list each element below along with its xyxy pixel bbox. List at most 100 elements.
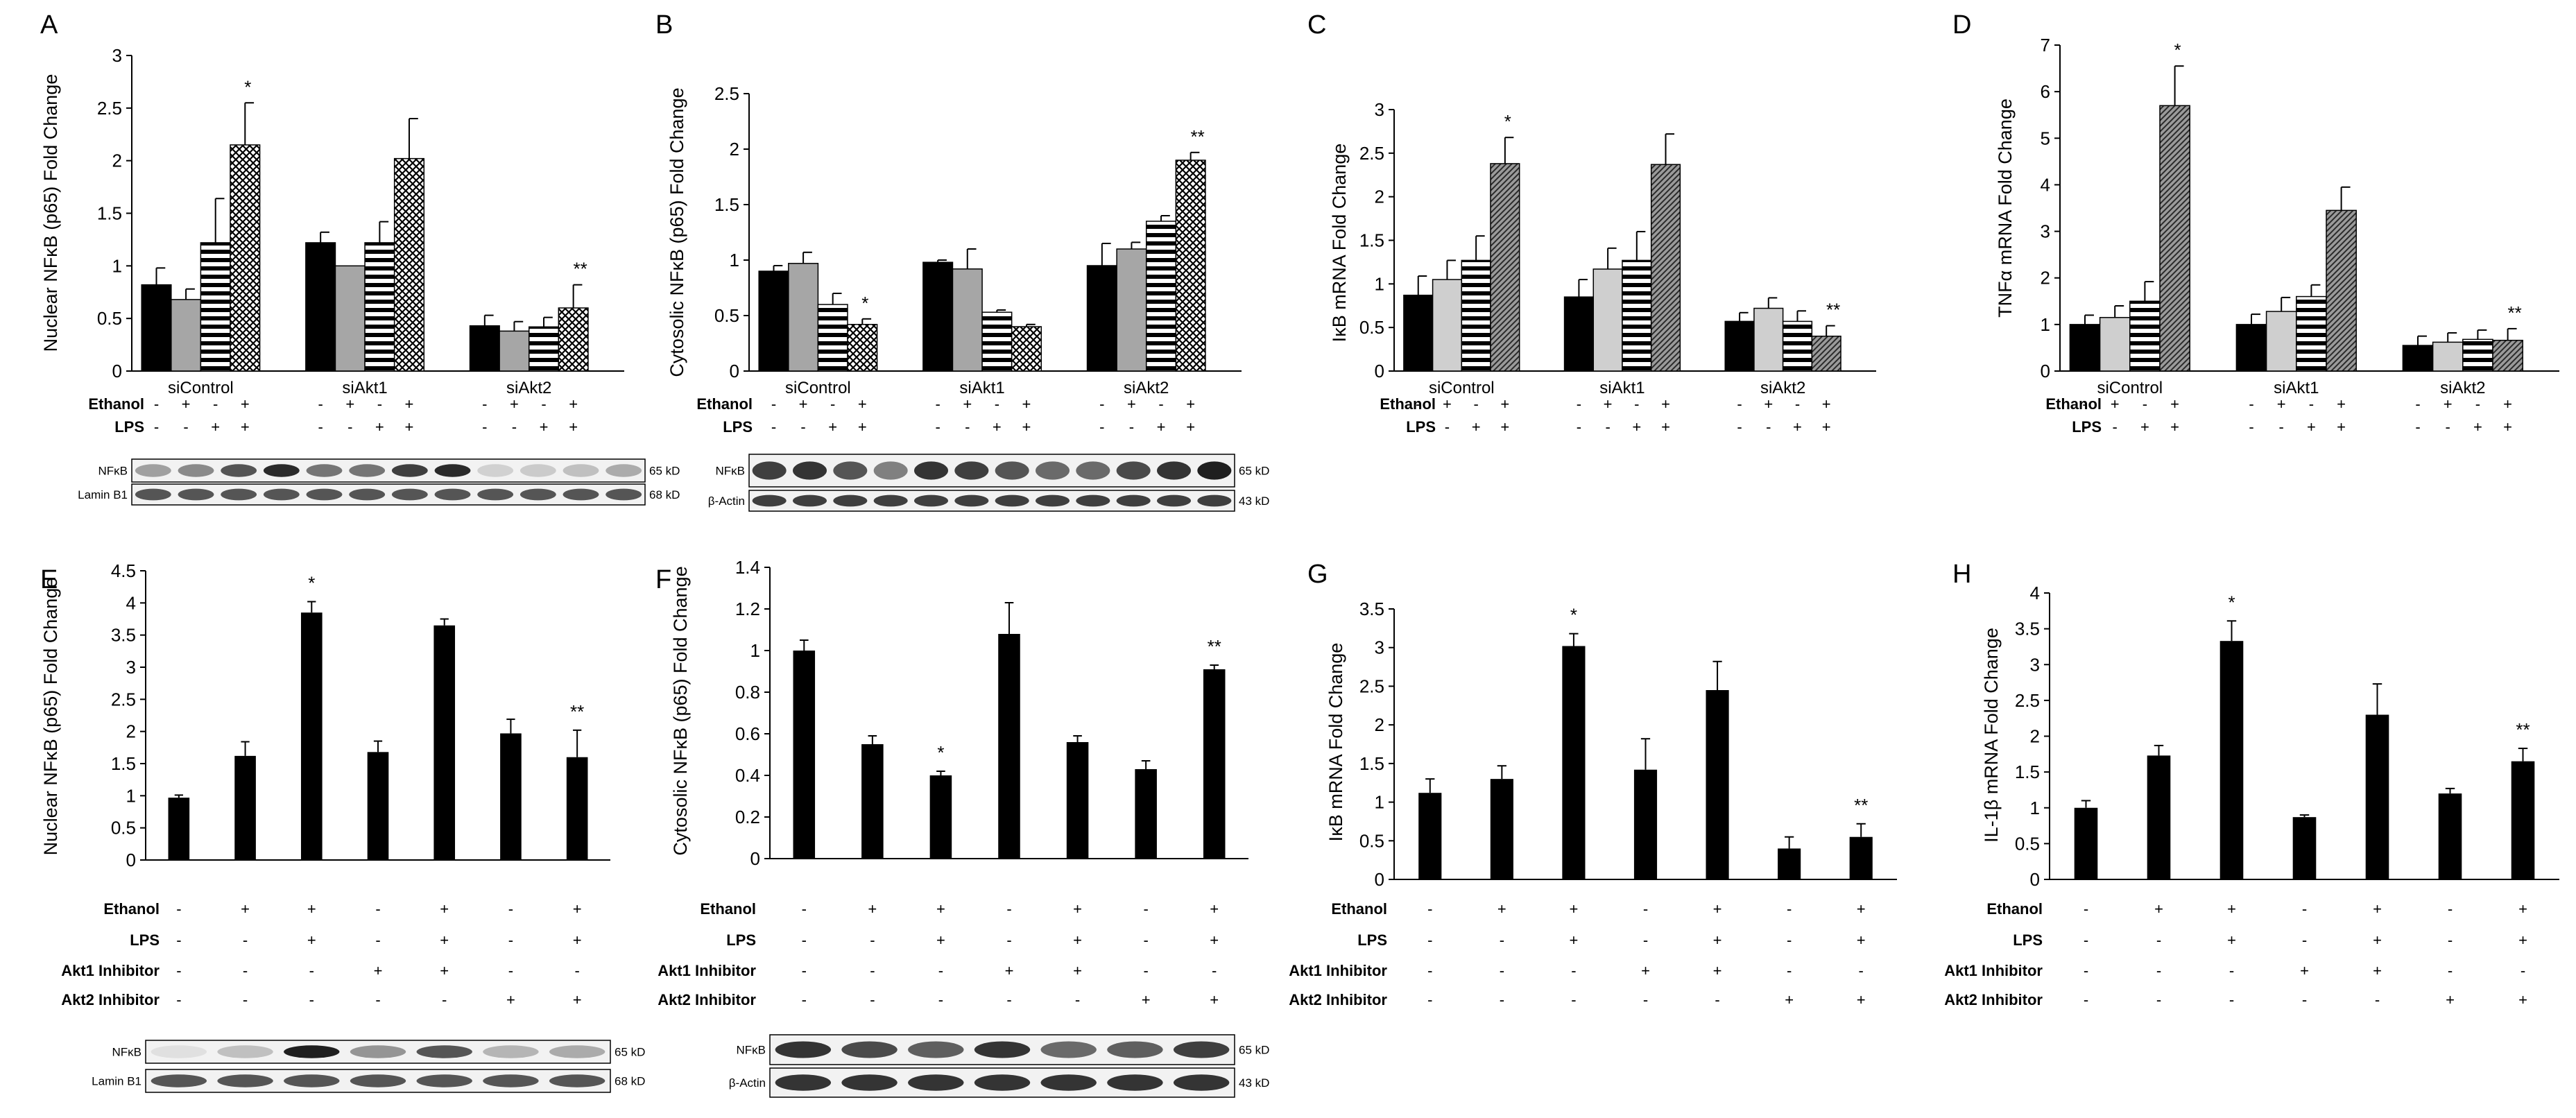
condition-label: Ethanol — [1380, 395, 1436, 413]
y-tick-label: 0.5 — [714, 305, 739, 326]
condition-sign: - — [1445, 418, 1450, 436]
group-label: siAkt1 — [2274, 379, 2319, 397]
condition-sign: - — [309, 991, 314, 1008]
condition-sign: - — [1571, 991, 1576, 1008]
blot-kd-label: 65 kD — [649, 465, 680, 478]
bar — [558, 307, 589, 372]
blot-band — [1076, 495, 1110, 507]
blot-band — [349, 464, 386, 477]
blot-band — [1197, 461, 1232, 480]
significance-label: * — [2174, 40, 2181, 60]
condition-sign: + — [1073, 900, 1082, 918]
blot-band — [793, 461, 827, 480]
condition-sign: + — [1632, 418, 1641, 436]
condition-sign: - — [1859, 962, 1864, 979]
condition-sign: + — [1764, 395, 1773, 413]
condition-sign: - — [2415, 395, 2420, 413]
condition-sign: + — [2170, 395, 2179, 413]
blot-band — [995, 461, 1029, 480]
panel-letter: F — [655, 565, 671, 594]
condition-sign: - — [1643, 931, 1648, 949]
panel-letter: H — [1952, 560, 1971, 589]
bar — [981, 311, 1013, 372]
blot-band — [151, 1045, 207, 1058]
blot-label: NFκB — [716, 465, 746, 478]
condition-sign: + — [1857, 991, 1866, 1008]
condition-sign: + — [241, 395, 250, 413]
condition-sign: + — [1073, 962, 1082, 979]
condition-sign: - — [1643, 991, 1648, 1008]
condition-sign: - — [1787, 900, 1792, 918]
condition-sign: - — [802, 991, 807, 1008]
blot-kd-label: 65 kD — [615, 1046, 645, 1059]
condition-sign: + — [2373, 900, 2382, 918]
y-tick-label: 0.6 — [735, 723, 760, 744]
bar — [758, 270, 789, 372]
y-tick-label: 3 — [112, 45, 122, 66]
group-label: siControl — [1429, 379, 1495, 397]
group-label: siAkt2 — [2440, 379, 2485, 397]
condition-sign: - — [1143, 962, 1148, 979]
group-label: siControl — [2097, 379, 2163, 397]
condition-sign: - — [243, 931, 248, 949]
bar — [952, 268, 983, 372]
blot-band — [416, 1074, 472, 1087]
blot-band — [873, 495, 908, 507]
significance-label: ** — [2516, 719, 2530, 740]
significance-label: ** — [1208, 636, 1221, 657]
blot-band — [306, 464, 343, 477]
condition-sign: + — [1127, 395, 1136, 413]
condition-sign: - — [1143, 900, 1148, 918]
blot-kd-label: 65 kD — [1239, 1044, 1269, 1057]
condition-sign: + — [1443, 395, 1452, 413]
condition-sign: - — [1427, 962, 1432, 979]
condition-label: Akt1 Inhibitor — [61, 962, 160, 979]
y-axis-label: Nuclear NFκB (p65) Fold Change — [40, 578, 61, 856]
condition-sign: + — [2337, 395, 2346, 413]
condition-sign: - — [1158, 395, 1163, 413]
bar — [2074, 807, 2098, 879]
condition-sign: - — [1416, 395, 1420, 413]
blot-band — [833, 461, 868, 480]
y-axis-label: TNFα mRNA Fold Change — [1995, 98, 2016, 318]
condition-label: Akt1 Inhibitor — [1944, 962, 2043, 979]
y-tick-label: 1.2 — [735, 599, 760, 619]
condition-sign: - — [1416, 418, 1420, 436]
condition-sign: - — [870, 991, 875, 1008]
condition-sign: - — [2156, 991, 2161, 1008]
condition-sign: - — [1634, 395, 1639, 413]
blot-band — [563, 488, 599, 501]
blot-label: NFκB — [98, 465, 128, 478]
blot-band — [284, 1045, 340, 1058]
condition-sign: + — [993, 418, 1002, 436]
blot-label: NFκB — [112, 1046, 142, 1059]
condition-sign: + — [1497, 900, 1506, 918]
y-tick-label: 1 — [730, 250, 739, 270]
y-tick-label: 1.4 — [735, 557, 760, 578]
bar — [469, 325, 500, 372]
bar — [367, 752, 389, 860]
bar — [998, 634, 1020, 859]
blot-band — [1040, 1074, 1097, 1091]
condition-sign: + — [345, 395, 354, 413]
blot-band — [908, 1041, 964, 1058]
bar — [2219, 641, 2244, 879]
condition-sign: - — [1427, 931, 1432, 949]
significance-label: ** — [1826, 300, 1840, 320]
significance-label: ** — [2507, 302, 2521, 323]
y-tick-label: 0.5 — [2015, 833, 2040, 854]
condition-sign: - — [213, 395, 218, 413]
y-tick-label: 0 — [750, 848, 760, 869]
y-tick-label: 3 — [2030, 654, 2040, 675]
condition-sign: - — [1006, 931, 1011, 949]
bar — [334, 265, 366, 372]
blot-strip — [131, 483, 646, 506]
bar — [2438, 793, 2462, 879]
condition-sign: - — [938, 991, 943, 1008]
y-tick-label: 2 — [1375, 714, 1384, 735]
condition-sign: + — [936, 931, 945, 949]
condition-sign: + — [440, 962, 449, 979]
bar — [861, 744, 884, 859]
condition-sign: + — [1073, 931, 1082, 949]
